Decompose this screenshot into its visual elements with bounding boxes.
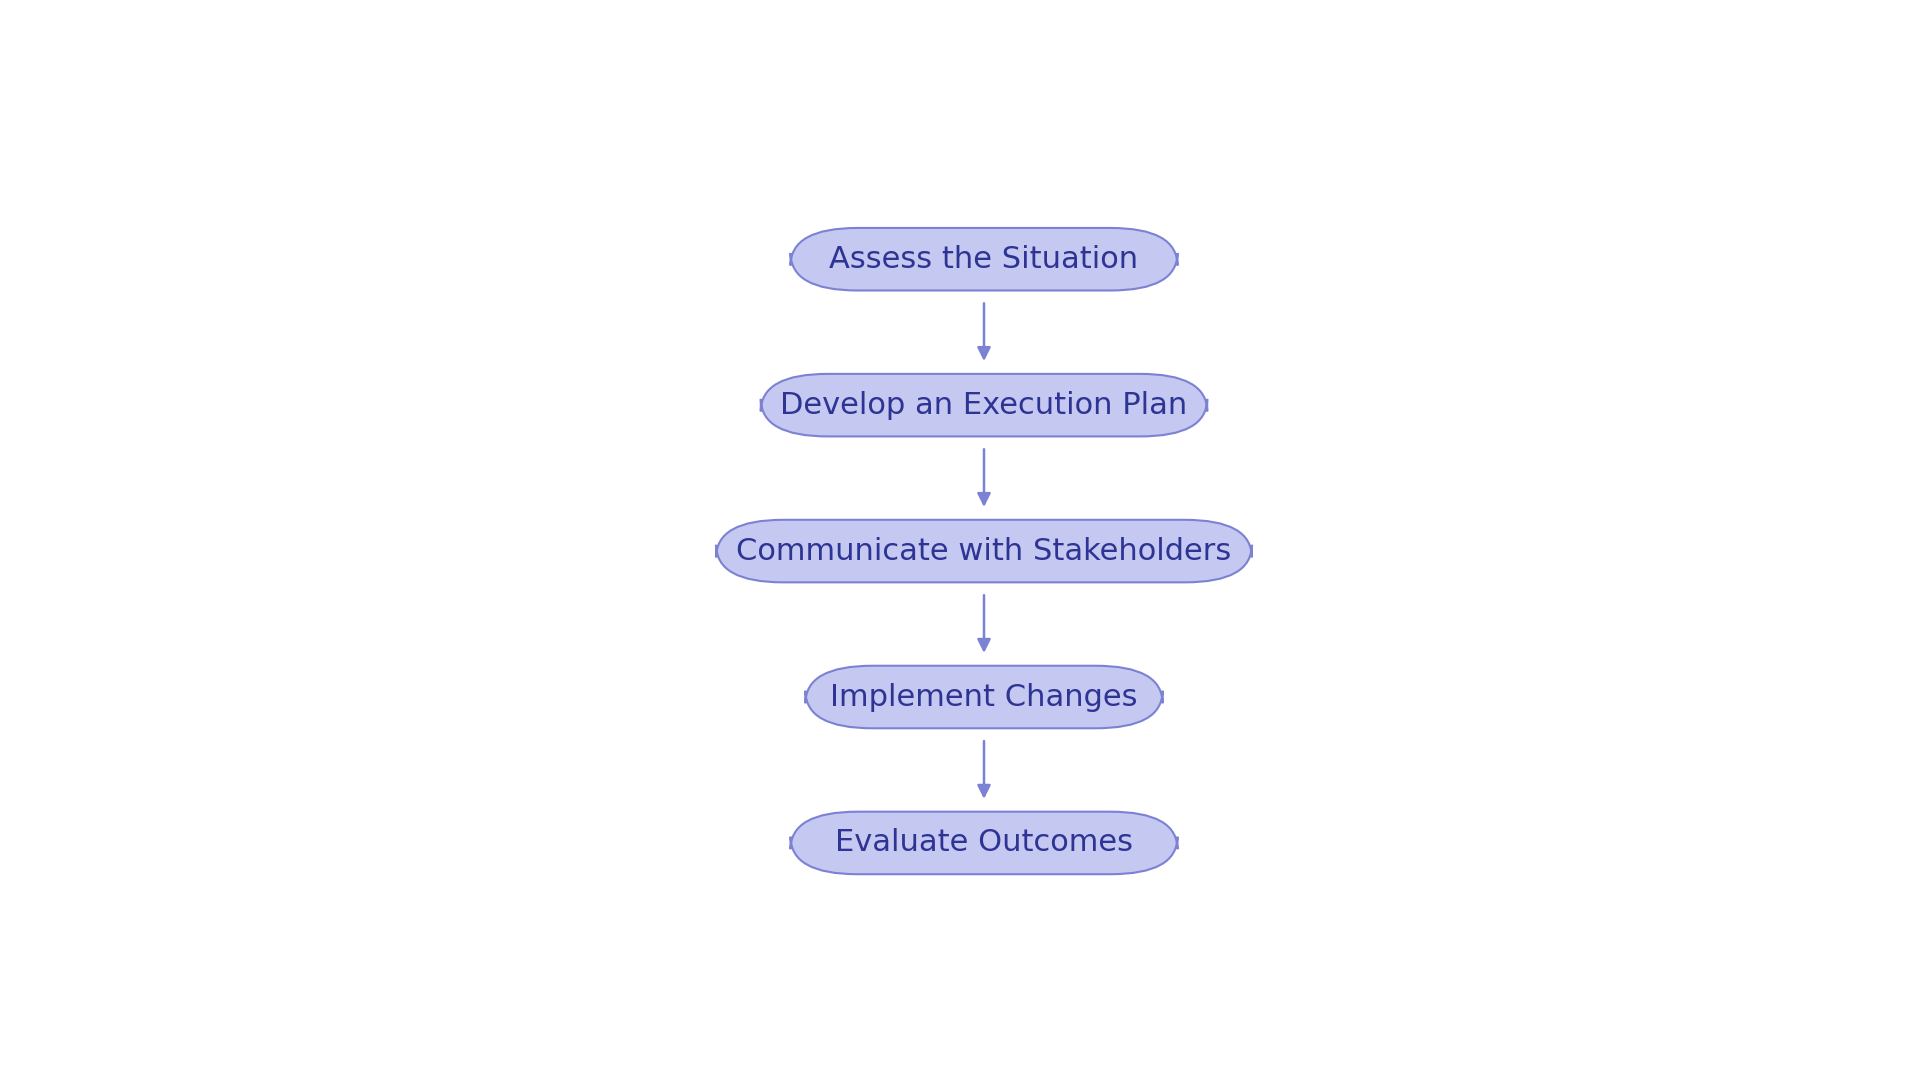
Text: Evaluate Outcomes: Evaluate Outcomes (835, 828, 1133, 858)
FancyBboxPatch shape (716, 520, 1252, 583)
FancyBboxPatch shape (760, 374, 1208, 436)
FancyBboxPatch shape (806, 666, 1162, 728)
FancyBboxPatch shape (791, 811, 1177, 874)
Text: Implement Changes: Implement Changes (829, 682, 1139, 712)
Text: Develop an Execution Plan: Develop an Execution Plan (780, 391, 1188, 419)
Text: Communicate with Stakeholders: Communicate with Stakeholders (737, 536, 1231, 565)
Text: Assess the Situation: Assess the Situation (829, 245, 1139, 274)
FancyBboxPatch shape (791, 227, 1177, 290)
